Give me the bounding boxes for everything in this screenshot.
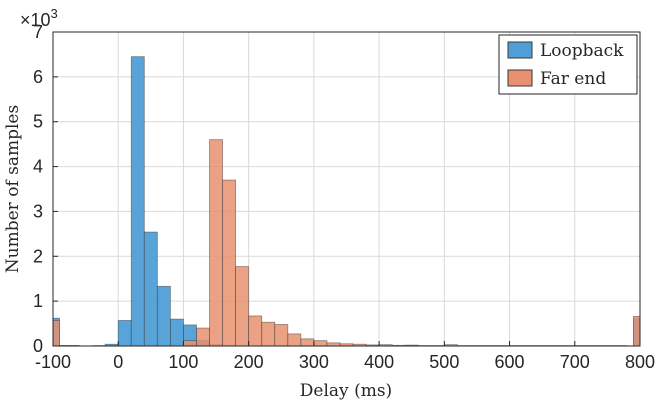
x-tick-label: 500 (429, 352, 459, 372)
far-end-bar (196, 327, 210, 347)
x-tick-label: -100 (35, 352, 71, 372)
y-tick-label: 2 (33, 246, 43, 266)
loopback-bar (169, 318, 184, 347)
plot-frame (52, 31, 641, 347)
y-tick-label: 7 (33, 22, 43, 42)
loopback-bar (143, 231, 158, 347)
far-end-bar (633, 315, 641, 347)
far-end-bar (287, 333, 302, 347)
series-far-end (52, 139, 641, 347)
loopback-bar (130, 56, 145, 347)
legend-swatch-loopback (507, 41, 533, 59)
y-tick-label: 4 (33, 157, 43, 177)
loopback-bar (117, 320, 132, 347)
x-tick-label: 300 (299, 352, 329, 372)
y-tick-label: 5 (33, 112, 43, 132)
far-end-bar (183, 340, 197, 347)
far-end-bar (52, 320, 60, 347)
x-tick-label: 200 (234, 352, 264, 372)
y-tick-label: 1 (33, 291, 43, 311)
x-axis-label: Delay (ms) (300, 381, 392, 401)
y-tick-label: 3 (33, 201, 43, 221)
far-end-bar (248, 315, 263, 347)
x-tick-label: 600 (495, 352, 525, 372)
far-end-bar (313, 340, 328, 347)
exponent-label: ×103 (20, 6, 58, 30)
y-axis-label: Number of samples (3, 105, 23, 273)
far-end-bar (235, 266, 250, 347)
exponent-power: 3 (51, 6, 58, 21)
far-end-bar (274, 324, 289, 347)
y-tick-label: 0 (33, 336, 43, 356)
x-tick-label: 400 (364, 352, 394, 372)
far-end-bar (300, 338, 315, 347)
far-end-bar (209, 139, 223, 347)
x-tick-labels: -100 0 100 200 300 400 500 600 700 800 (35, 341, 655, 372)
y-tick-labels: 0 1 2 3 4 5 6 7 (33, 22, 58, 356)
x-tick-label: 700 (560, 352, 590, 372)
far-end-bar (222, 179, 237, 347)
legend: Loopback Far end (498, 34, 638, 95)
x-tick-label: 0 (113, 352, 123, 372)
y-tick-label: 6 (33, 67, 43, 87)
far-end-bar (261, 321, 276, 347)
legend-label-loopback: Loopback (540, 41, 624, 61)
x-tick-label: 100 (168, 352, 198, 372)
x-tick-label: 800 (625, 352, 655, 372)
legend-label-far-end: Far end (540, 69, 606, 89)
loopback-bar (156, 285, 171, 347)
legend-swatch-far-end (507, 69, 533, 87)
